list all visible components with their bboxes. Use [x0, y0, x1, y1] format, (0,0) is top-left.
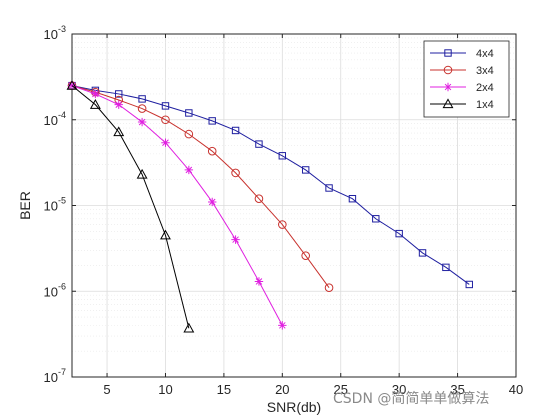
series-line-2x4 — [71, 85, 283, 326]
data-point-1x4 — [136, 168, 148, 179]
data-point-4x4 — [278, 152, 287, 160]
data-point-4x4 — [115, 90, 123, 98]
series-2x4 — [67, 81, 287, 330]
data-point-4x4 — [138, 95, 146, 103]
series-3x4 — [67, 81, 334, 293]
data-point-2x4 — [91, 89, 100, 99]
series-line-4x4 — [71, 85, 470, 285]
data-point-4x4 — [372, 215, 380, 223]
series-1x4 — [66, 79, 195, 333]
series-4x4 — [68, 81, 473, 289]
x-tick-label: 30 — [392, 382, 406, 397]
legend-label-1x4: 1x4 — [476, 99, 494, 111]
y-tick-exponent: -6 — [58, 281, 66, 291]
x-tick-label: 10 — [158, 382, 172, 397]
y-tick-exponent: -7 — [58, 367, 66, 377]
y-tick-exponent: -5 — [58, 196, 66, 206]
x-tick-label: 15 — [217, 382, 231, 397]
data-point-3x4 — [278, 220, 287, 229]
data-point-3x4 — [184, 129, 194, 139]
data-point-2x4 — [208, 197, 217, 207]
data-point-4x4 — [185, 109, 193, 117]
legend-marker-3x4 — [443, 65, 453, 75]
legend-label-2x4: 2x4 — [476, 82, 494, 94]
data-point-1x4 — [89, 99, 101, 109]
data-point-3x4 — [231, 168, 240, 178]
x-tick-label: 35 — [450, 382, 464, 397]
data-point-3x4 — [161, 115, 170, 125]
legend-marker-4x4 — [444, 49, 452, 57]
data-point-2x4 — [161, 138, 170, 147]
data-point-4x4 — [325, 184, 333, 192]
data-point-4x4 — [395, 229, 403, 238]
data-point-2x4 — [184, 165, 194, 175]
legend: 4x4 3x4 2x4 1x4 — [423, 40, 510, 118]
data-point-4x4 — [255, 140, 263, 148]
legend-label-3x4: 3x4 — [476, 65, 494, 77]
y-tick-exponent: -4 — [58, 110, 66, 120]
data-point-4x4 — [161, 102, 170, 110]
data-point-2x4 — [137, 117, 147, 127]
data-point-2x4 — [278, 321, 287, 330]
data-point-1x4 — [160, 229, 171, 240]
data-point-2x4 — [114, 100, 123, 109]
legend-marker-2x4 — [443, 82, 453, 92]
x-axis-label: SNR(db) — [267, 399, 321, 415]
watermark-text: CSDN @简简单单做算法 — [333, 391, 490, 407]
data-point-1x4 — [183, 322, 195, 333]
data-point-2x4 — [254, 277, 264, 286]
y-tick-exponent: -3 — [58, 24, 66, 34]
data-point-4x4 — [208, 117, 216, 125]
x-tick-label: 25 — [334, 382, 348, 397]
data-point-2x4 — [231, 235, 240, 244]
data-point-4x4 — [348, 195, 357, 203]
data-point-1x4 — [66, 79, 78, 90]
data-point-1x4 — [113, 126, 125, 137]
legend-label-4x4: 4x4 — [476, 48, 494, 60]
data-point-4x4 — [418, 249, 427, 257]
data-point-3x4 — [207, 146, 217, 156]
x-tick-label: 40 — [509, 382, 523, 397]
data-point-3x4 — [324, 283, 334, 293]
data-point-4x4 — [465, 280, 473, 289]
legend-marker-1x4 — [442, 98, 454, 109]
data-point-4x4 — [301, 166, 310, 174]
data-point-3x4 — [137, 104, 147, 113]
data-point-4x4 — [442, 263, 450, 272]
y-axis-label: BER — [17, 191, 33, 220]
data-point-4x4 — [231, 126, 240, 135]
data-point-3x4 — [254, 194, 264, 204]
x-tick-label: 5 — [103, 382, 110, 397]
legend-box — [423, 40, 510, 118]
data-point-3x4 — [301, 251, 310, 260]
series-line-1x4 — [71, 85, 190, 329]
series-group — [66, 79, 473, 333]
data-point-2x4 — [67, 81, 77, 90]
x-tick-label: 20 — [275, 382, 289, 397]
